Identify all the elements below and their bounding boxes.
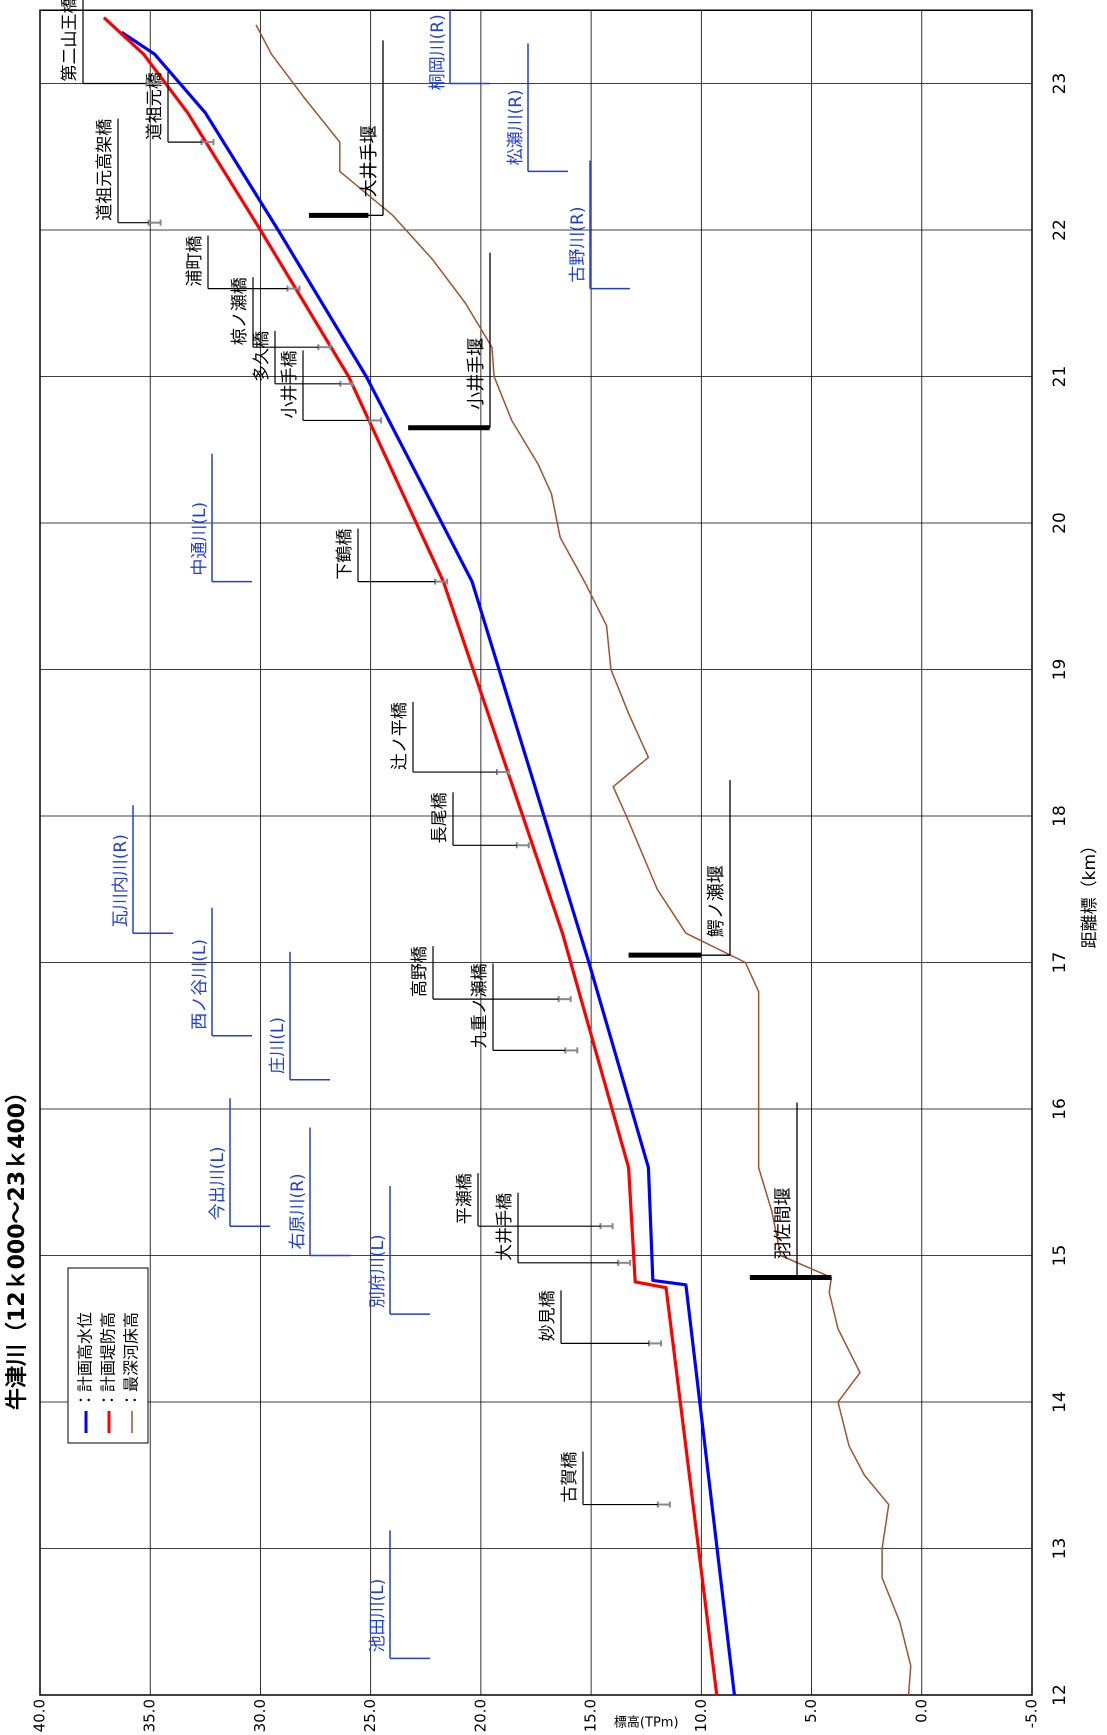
legend-box	[67, 1267, 149, 1444]
bridge-label: 下鶴橋	[335, 529, 355, 580]
bridge-label: 浦町橋	[185, 236, 205, 287]
tributary-label: 池田川(L)	[368, 1579, 388, 1653]
y-tick-label: 5.0	[802, 1699, 820, 1723]
tributary-label: 別府川(L)	[368, 1234, 388, 1308]
y-tick-label: 40.0	[31, 1699, 49, 1732]
plot-frame	[39, 9, 1033, 1696]
x-tick-label: 13	[1050, 1538, 1070, 1560]
bridge-label: 妙見橋	[538, 1290, 558, 1341]
bridge-label: 高野橋	[410, 946, 430, 997]
bridge-label: 辻ノ平橋	[390, 702, 410, 770]
tributary-label: 松瀬川(R)	[506, 89, 526, 165]
tributary-label: 西ノ谷川(L)	[190, 939, 210, 1030]
y-tick-label: 20.0	[471, 1699, 489, 1732]
tributary-label: 中通川(L)	[190, 502, 210, 576]
tributary-label: 右原川(R)	[288, 1173, 308, 1249]
weir-label: 大井手堰	[359, 125, 380, 197]
x-tick-label: 20	[1050, 512, 1070, 534]
legend-label: ：計画堤防高	[99, 1312, 118, 1408]
y-tick-label: 0.0	[912, 1699, 930, 1723]
bridge-label: 長尾橋	[430, 792, 450, 843]
tributary-label: 瓦川内川(R)	[111, 834, 131, 927]
y-axis-title: 標高(TPm)	[614, 1715, 679, 1731]
bridge-label: 椋ノ瀬橋	[230, 277, 250, 345]
tributary-label: 桐岡川(R)	[428, 14, 448, 90]
weir-label: 小井手堰	[466, 338, 487, 410]
x-tick-label: 21	[1050, 366, 1070, 388]
x-tick-label: 23	[1050, 73, 1070, 95]
x-tick-label: 22	[1050, 219, 1070, 241]
x-tick-label: 16	[1050, 1098, 1070, 1120]
tributary-label: 今出川(L)	[208, 1146, 228, 1220]
rotated-chart: 牛津川（12ｋ000～23ｋ400） 40.0 35.0 30.0 25.0 20.0 1…	[4, 0, 1100, 1732]
tributary-label: 古野川(R)	[568, 207, 588, 283]
x-tick-label: 14	[1050, 1391, 1070, 1413]
bridge-label: 多久橋	[252, 331, 272, 382]
bridge-label: 九重ノ瀬橋	[470, 963, 490, 1048]
bridge-label: 第二山王橋	[60, 0, 80, 82]
chart-title: 牛津川（12ｋ000～23ｋ400）	[4, 1081, 30, 1410]
x-tick-label: 19	[1050, 659, 1070, 681]
legend-label: ：最深河床高	[122, 1312, 141, 1408]
y-tick-label: 30.0	[251, 1699, 269, 1732]
y-tick-label: 25.0	[361, 1699, 379, 1732]
x-tick-label: 18	[1050, 805, 1070, 827]
y-tick-label: 10.0	[692, 1699, 710, 1732]
y-tick-label: 35.0	[141, 1699, 159, 1732]
weir-label: 鰐ノ瀬堰	[706, 865, 727, 937]
bridge-label: 道祖元高架橋	[95, 119, 115, 221]
bridge-label: 古賀橋	[560, 1452, 580, 1503]
bridge-label: 道祖元橋	[145, 72, 165, 140]
x-tick-label: 12	[1050, 1684, 1070, 1706]
bridge-label: 平瀬橋	[455, 1173, 475, 1224]
series-line	[255, 24, 912, 1696]
series-line	[120, 30, 736, 1696]
tributary-label: 庄川(L)	[268, 1017, 288, 1074]
x-tick-label: 15	[1050, 1245, 1070, 1267]
y-tick-label: 15.0	[582, 1699, 600, 1732]
legend-label: ：計画高水位	[76, 1312, 95, 1408]
weir-label: 羽佐間堰	[773, 1187, 794, 1259]
bridge-label: 大井手橋	[495, 1193, 515, 1261]
x-tick-label: 17	[1050, 952, 1070, 974]
x-axis-title: 距離標（km）	[1080, 837, 1100, 948]
bridge-label: 小井手橋	[280, 350, 300, 418]
y-tick-label: -5.0	[1023, 1699, 1041, 1728]
